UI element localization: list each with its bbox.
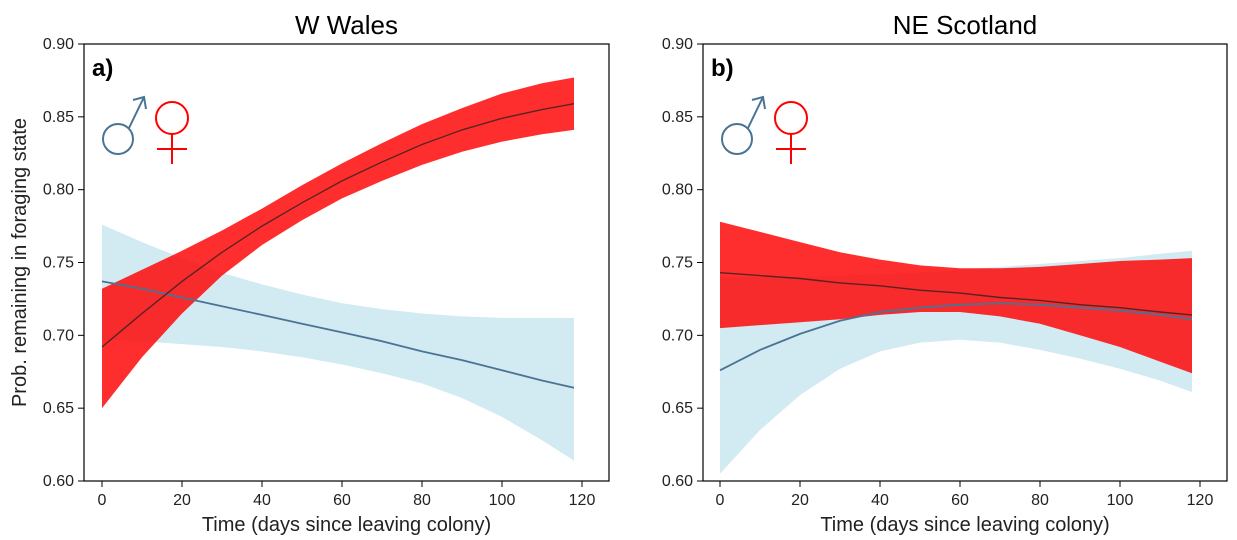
x-tick-label: 100 <box>489 492 516 509</box>
y-tick-label: 0.85 <box>662 109 693 126</box>
female-confidence-band <box>720 221 1192 374</box>
x-tick-label: 20 <box>791 492 809 509</box>
y-tick-label: 0.75 <box>662 255 693 272</box>
male-symbol-icon <box>721 95 766 155</box>
y-tick-label: 0.80 <box>43 182 74 199</box>
y-tick-label: 0.65 <box>43 400 74 417</box>
male-fitted-line <box>719 302 1193 372</box>
y-tick-label: 0.70 <box>662 327 693 344</box>
x-tick-label: 60 <box>951 492 969 509</box>
panel-title: W Wales <box>295 10 398 40</box>
x-tick-label: 80 <box>413 492 431 509</box>
x-tick-label: 100 <box>1107 492 1134 509</box>
y-tick-label: 0.75 <box>43 255 74 272</box>
y-tick-label: 0.60 <box>662 473 693 490</box>
y-tick-label: 0.65 <box>662 400 693 417</box>
x-tick-label: 60 <box>333 492 351 509</box>
x-axis-label: Time (days since leaving colony) <box>820 514 1109 536</box>
panel-label: b) <box>711 55 734 82</box>
panel-a: 0 20 40 60 80 100 120 0.60 0.65 0.70 0.75 0.80 0.85 0… <box>9 10 610 536</box>
y-tick-label: 0.90 <box>662 36 693 53</box>
female-confidence-band <box>102 77 574 409</box>
y-tick-label: 0.85 <box>43 109 74 126</box>
male-symbol-icon <box>102 95 147 155</box>
x-tick-label: 120 <box>1187 492 1214 509</box>
x-tick-label: 0 <box>716 492 725 509</box>
x-tick-label: 40 <box>253 492 271 509</box>
panel-title: NE Scotland <box>893 10 1038 40</box>
x-tick-label: 0 <box>98 492 107 509</box>
x-axis-label: Time (days since leaving colony) <box>202 514 491 536</box>
male-fitted-line <box>101 280 575 389</box>
panel-b: 0 20 40 60 80 100 120 0.60 0.65 0.70 0.75 0.80 0.85 0… <box>662 10 1228 536</box>
female-fitted-line <box>101 103 575 348</box>
x-tick-label: 20 <box>173 492 191 509</box>
y-tick-label: 0.80 <box>662 182 693 199</box>
y-tick-label: 0.70 <box>43 327 74 344</box>
y-tick-label: 0.90 <box>43 36 74 53</box>
y-tick-label: 0.60 <box>43 473 74 490</box>
male-confidence-band <box>102 224 574 461</box>
female-symbol-icon <box>155 101 189 164</box>
x-tick-label: 120 <box>569 492 596 509</box>
panel-label: a) <box>92 55 113 82</box>
female-symbol-icon <box>774 101 808 164</box>
x-tick-label: 80 <box>1031 492 1049 509</box>
y-axis-label: Prob. remaining in foraging state <box>9 118 31 407</box>
female-fitted-line <box>719 272 1193 316</box>
x-tick-label: 40 <box>871 492 889 509</box>
